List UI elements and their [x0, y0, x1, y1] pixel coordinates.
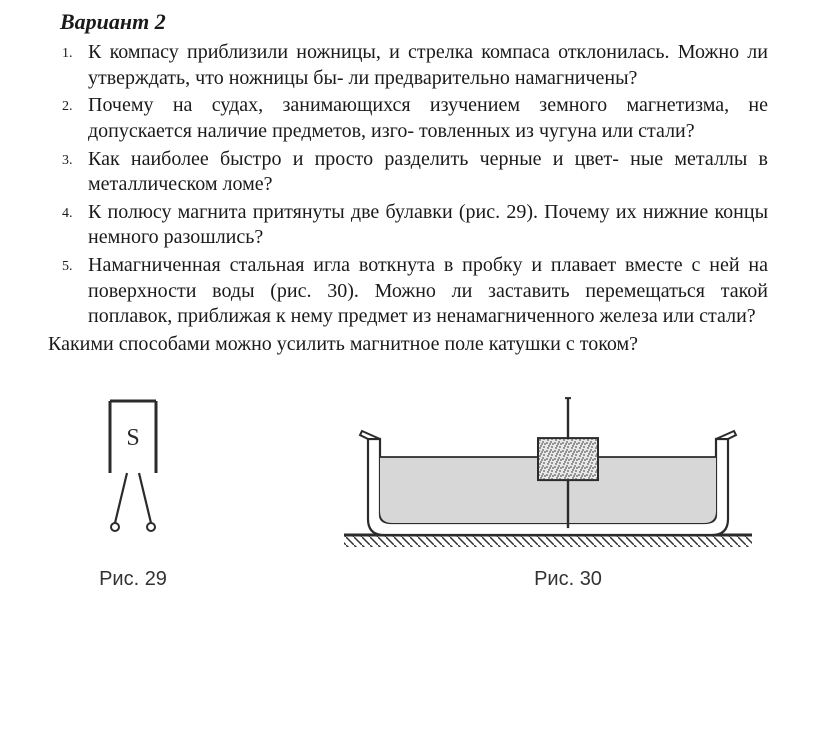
- figure-30-caption: Рис. 30: [534, 567, 602, 593]
- tail-question: Какими способами можно усилить магнитное…: [48, 332, 768, 358]
- question-text: К полюсу магнита притянуты две булавки (…: [88, 201, 768, 249]
- variant-title: Вариант 2: [60, 8, 768, 36]
- figures-row: S Рис. 29 Рис. 30: [48, 385, 768, 593]
- question-list: 1. К компасу приблизили ножницы, и стрел…: [48, 40, 768, 330]
- figure-30-svg: [338, 385, 758, 555]
- question-number: 3.: [62, 152, 73, 170]
- figure-29-svg: S: [78, 395, 188, 555]
- question-item: 1. К компасу приблизили ножницы, и стрел…: [88, 40, 768, 91]
- question-item: 3. Как наиболее быстро и просто разделит…: [88, 147, 768, 198]
- question-text: Почему на судах, занимающихся изучением …: [88, 94, 768, 142]
- question-number: 1.: [62, 45, 73, 63]
- question-number: 4.: [62, 205, 73, 223]
- figure-29-caption: Рис. 29: [99, 567, 167, 593]
- figure-30-block: Рис. 30: [338, 385, 758, 593]
- figure-29-block: S Рис. 29: [78, 395, 188, 593]
- document-page: Вариант 2 1. К компасу приблизили ножниц…: [0, 0, 816, 593]
- question-item: 5. Намагниченная стальная игла воткнута …: [88, 253, 768, 330]
- question-text: Намагниченная стальная игла воткнута в п…: [88, 254, 768, 327]
- question-number: 5.: [62, 258, 73, 276]
- question-text: Как наиболее быстро и просто разделить ч…: [88, 148, 768, 196]
- question-item: 2. Почему на судах, занимающихся изучени…: [88, 93, 768, 144]
- svg-text:S: S: [126, 425, 139, 451]
- question-text: К компасу приблизили ножницы, и стрелка …: [88, 41, 768, 89]
- question-item: 4. К полюсу магнита притянуты две булавк…: [88, 200, 768, 251]
- question-number: 2.: [62, 98, 73, 116]
